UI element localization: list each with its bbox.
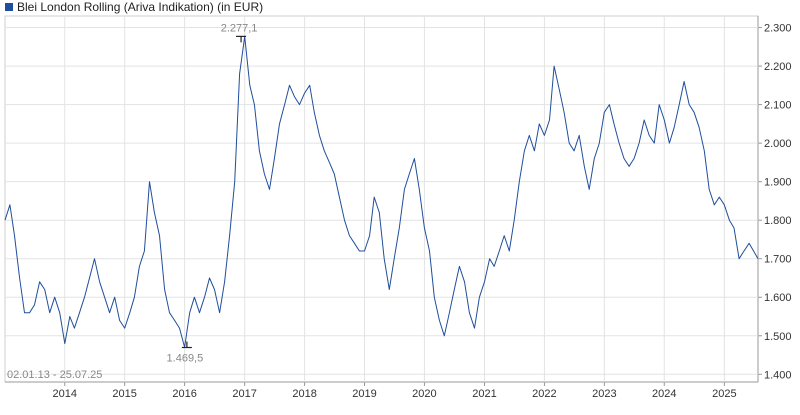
gridlines (5, 16, 758, 382)
x-tick-label: 2020 (412, 388, 436, 400)
max-label: 2.277,1 (221, 22, 258, 34)
y-tick-label: 1.700 (764, 254, 792, 266)
x-tick-label: 2015 (112, 388, 136, 400)
y-tick-label: 2.200 (764, 61, 792, 73)
x-tick-label: 2024 (652, 388, 676, 400)
y-tick-label: 1.400 (764, 369, 792, 381)
x-tick-label: 2018 (292, 388, 316, 400)
date-range-label: 02.01.13 - 25.07.25 (7, 369, 102, 381)
legend-label: Blei London Rolling (Ariva Indikation) (… (17, 0, 263, 14)
price-line (4, 35, 759, 348)
x-tick-label: 2017 (232, 388, 256, 400)
legend-swatch (5, 3, 13, 11)
x-tick-label: 2016 (172, 388, 196, 400)
y-tick-label: 1.500 (764, 331, 792, 343)
annotations-layer: 2.277,1 1.469,5 (167, 22, 258, 364)
x-tick-label: 2025 (712, 388, 736, 400)
x-tick-label: 2019 (352, 388, 376, 400)
x-axis: 2014 2015 2016 2017 2018 2019 2020 2021 2022 2023… (53, 382, 737, 400)
x-tick-label: 2022 (532, 388, 556, 400)
min-label: 1.469,5 (167, 353, 204, 365)
x-tick-label: 2014 (53, 388, 77, 400)
y-tick-label: 2.100 (764, 100, 792, 112)
series-layer (4, 35, 759, 348)
plot-frame (4, 15, 759, 383)
x-tick-label: 2023 (592, 388, 616, 400)
y-tick-label: 1.900 (764, 177, 792, 189)
y-tick-label: 2.300 (764, 23, 792, 35)
y-axis: 2.300 2.200 2.100 2.000 1.900 1.800 1.700 1.600… (758, 23, 792, 381)
y-tick-label: 1.800 (764, 215, 792, 227)
x-tick-label: 2021 (472, 388, 496, 400)
y-tick-label: 2.000 (764, 138, 792, 150)
y-tick-label: 1.600 (764, 292, 792, 304)
